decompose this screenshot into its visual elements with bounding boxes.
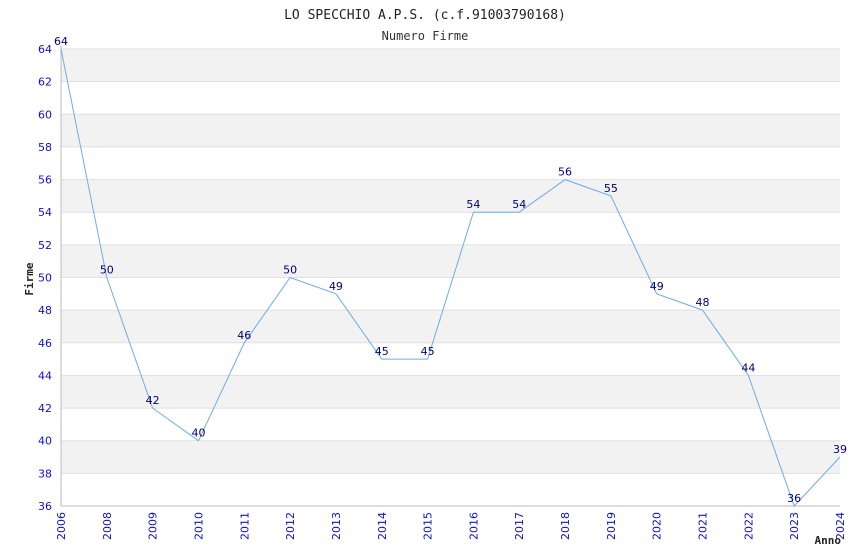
y-tick-label: 36: [38, 500, 52, 513]
axes: [60, 45, 840, 507]
series: [60, 48, 841, 507]
grid-band: [61, 310, 840, 343]
x-tick-label: 2011: [238, 512, 251, 540]
y-tick-label: 56: [38, 174, 52, 187]
x-tick-label: 2017: [513, 512, 526, 540]
data-labels: 64 50 42 40 46 50 49 45 45 54 54 56 55 49 48 44 36 39: [54, 35, 847, 505]
series-line: [60, 48, 841, 507]
x-tick-labels: 2006 2008 2009 2010 2011 2012 2013 2014 2015 2016…: [55, 512, 847, 540]
data-label: 39: [833, 443, 847, 456]
data-label: 50: [100, 264, 114, 277]
data-label: 56: [558, 166, 572, 179]
x-tick-label: 2022: [742, 512, 755, 540]
x-tick-label: 2019: [605, 512, 618, 540]
y-tick-label: 38: [38, 467, 52, 480]
y-tick-label: 64: [38, 43, 52, 56]
x-tick-label: 2010: [192, 512, 205, 540]
x-tick-label: 2012: [284, 512, 297, 540]
x-tick-label: 2024: [834, 512, 847, 540]
y-tick-label: 60: [38, 108, 52, 121]
x-tick-label: 2020: [651, 512, 664, 540]
x-axis-title: Anno: [815, 534, 842, 547]
data-label: 64: [54, 35, 68, 48]
x-tick-label: 2013: [330, 512, 343, 540]
y-tick-label: 52: [38, 239, 52, 252]
data-label: 50: [283, 264, 297, 277]
chart-subtitle: Numero Firme: [382, 29, 469, 43]
grid-band: [61, 244, 840, 278]
data-label: 54: [512, 198, 526, 211]
grid-band: [61, 114, 840, 147]
data-label: 55: [604, 182, 618, 195]
grid-band: [61, 375, 840, 409]
y-tick-label: 46: [38, 337, 52, 350]
x-tick-label: 2006: [55, 512, 68, 540]
y-tick-label: 40: [38, 435, 52, 448]
y-tick-label: 42: [38, 402, 52, 415]
data-label: 44: [741, 361, 755, 374]
data-label: 42: [146, 394, 160, 407]
y-tick-labels: 36 38 40 42 44 46 48 50 52 54 56 58 60 62 64: [38, 43, 52, 513]
x-tick-label: 2008: [101, 512, 114, 540]
x-tick-label: 2009: [147, 512, 160, 540]
data-label: 48: [696, 296, 710, 309]
grid-band: [61, 179, 840, 213]
data-label: 40: [191, 427, 205, 440]
y-tick-label: 44: [38, 369, 52, 382]
x-tick-label: 2014: [376, 512, 389, 540]
data-label: 49: [329, 280, 343, 293]
y-tick-label: 48: [38, 304, 52, 317]
data-label: 45: [375, 345, 389, 358]
grid-bands: [61, 49, 840, 474]
x-tick-label: 2016: [467, 512, 480, 540]
x-tick-label: 2015: [422, 512, 435, 540]
y-tick-label: 50: [38, 272, 52, 285]
y-tick-label: 62: [38, 76, 52, 89]
grid-band: [61, 440, 840, 474]
y-axis-title: Firme: [23, 262, 36, 295]
data-label: 46: [237, 329, 251, 342]
y-tick-label: 54: [38, 206, 52, 219]
x-tick-label: 2021: [697, 512, 710, 540]
data-label: 45: [421, 345, 435, 358]
data-label: 49: [650, 280, 664, 293]
y-tick-label: 58: [38, 141, 52, 154]
data-label: 36: [787, 492, 801, 505]
chart-title: LO SPECCHIO A.P.S. (c.f.91003790168): [284, 8, 566, 23]
x-tick-label: 2023: [788, 512, 801, 540]
grid-band: [61, 49, 840, 82]
gridlines: [61, 48, 840, 507]
data-label: 54: [466, 198, 480, 211]
x-tick-label: 2018: [559, 512, 572, 540]
